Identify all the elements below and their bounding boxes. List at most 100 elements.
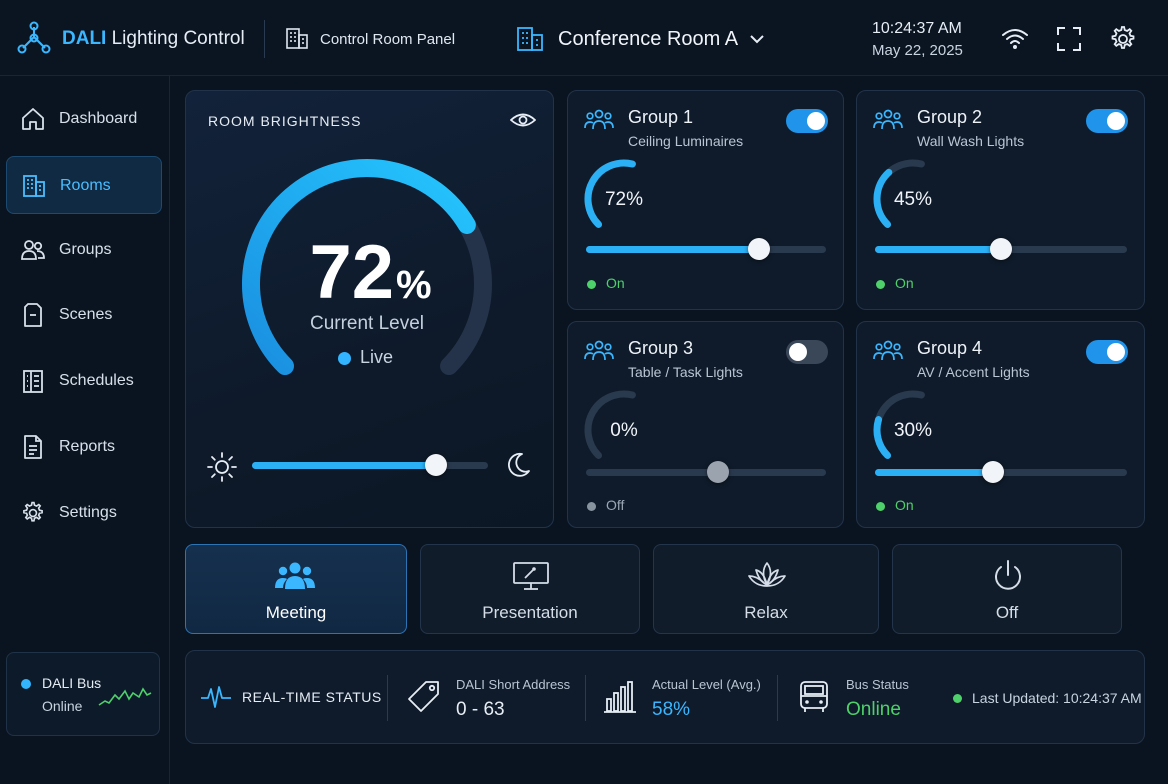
group-subtitle: AV / Accent Lights [917, 364, 1030, 380]
group-card: Group 2 Wall Wash Lights 45% On [856, 90, 1145, 310]
sun-icon [207, 452, 237, 482]
brightness-value: 72% [186, 229, 555, 316]
gear-icon [23, 501, 43, 522]
group-level-gauge [873, 159, 925, 228]
scene-button-presentation[interactable]: Presentation [420, 544, 640, 634]
sidebar-item-schedules[interactable]: Schedules [6, 352, 162, 410]
activity-sparkline-icon [98, 687, 152, 706]
toggle-knob [1107, 343, 1125, 361]
users-icon [584, 340, 614, 361]
group-slider[interactable] [875, 238, 1127, 260]
group-toggle[interactable] [786, 340, 828, 364]
chevron-down-icon[interactable] [748, 30, 766, 48]
group-card: Group 3 Table / Task Lights 0% Off [567, 321, 844, 528]
divider [777, 675, 778, 721]
gear-icon[interactable] [1108, 24, 1138, 54]
group-level-gauge [873, 390, 925, 459]
group-toggle[interactable] [1086, 109, 1128, 133]
group-card: Group 4 AV / Accent Lights 30% On [856, 321, 1145, 528]
users-icon [584, 109, 614, 130]
clock-date: May 22, 2025 [872, 42, 963, 59]
pulse-icon [201, 686, 231, 708]
group-slider[interactable] [586, 238, 826, 260]
slider-thumb[interactable] [982, 461, 1005, 483]
scene-label: Off [995, 603, 1019, 622]
group-slider[interactable] [875, 461, 1127, 483]
group-title: Group 3 [628, 338, 694, 358]
room-brightness-card: ROOM BRIGHTNESS 72% Current Level Live [185, 90, 554, 528]
eye-icon[interactable] [510, 109, 536, 131]
scene-icon [24, 303, 42, 327]
sidebar-item-label: Dashboard [59, 110, 138, 127]
slider-thumb[interactable] [990, 238, 1012, 260]
top-bar: DALI Lighting Control Control Room Panel… [0, 0, 1168, 76]
fullscreen-icon[interactable] [1055, 25, 1083, 53]
sidebar-item-label: Rooms [60, 177, 111, 194]
status-dot [587, 280, 596, 289]
slider-thumb[interactable] [425, 454, 448, 476]
slider-fill [875, 469, 994, 476]
slider-thumb[interactable] [747, 238, 770, 260]
group-level-gauge [584, 159, 636, 228]
group-value: 45% [893, 189, 933, 210]
moon-icon [508, 452, 530, 477]
group-status: On [895, 275, 914, 291]
sidebar-item-groups[interactable]: Groups [6, 221, 162, 279]
building-icon [23, 175, 45, 197]
status-title: REAL-TIME STATUS [242, 689, 382, 705]
brightness-caption: Current Level [309, 313, 425, 334]
status-dot [587, 502, 596, 511]
sidebar-item-rooms[interactable]: Rooms [6, 156, 162, 214]
app-title: DALI Lighting Control [62, 28, 245, 50]
sidebar-item-label: Scenes [59, 306, 113, 323]
slider-fill [252, 462, 437, 469]
clock-time: 10:24:37 AM [872, 20, 962, 37]
slider-fill [875, 246, 1001, 253]
sidebar-item-scenes[interactable]: Scenes [6, 286, 162, 344]
users-icon [873, 340, 903, 361]
toggle-knob [789, 343, 807, 361]
group-subtitle: Wall Wash Lights [917, 133, 1025, 149]
report-icon [24, 435, 42, 459]
group-title: Group 1 [628, 107, 694, 127]
wifi-icon[interactable] [1000, 24, 1030, 54]
real-time-status-bar: REAL-TIME STATUS DALI Short Address 0 - … [185, 650, 1145, 744]
group-toggle[interactable] [1086, 340, 1128, 364]
group-card: Group 1 Ceiling Luminaires 72% On [567, 90, 844, 310]
toggle-knob [807, 112, 825, 130]
level-value: 58% [652, 699, 691, 720]
gauge-fill [242, 159, 476, 376]
presentation-icon [513, 562, 549, 590]
dali-bus-card: DALI Bus Online [6, 652, 160, 736]
slider-fill [586, 246, 759, 253]
scene-button-meeting[interactable]: Meeting [185, 544, 407, 634]
divider [585, 675, 586, 721]
gauge-track [584, 390, 636, 459]
home-icon [22, 108, 44, 130]
bus-icon [800, 681, 828, 712]
app-brand: DALI [62, 28, 107, 49]
brightness-slider[interactable] [252, 454, 488, 476]
sidebar-item-reports[interactable]: Reports [6, 418, 162, 476]
group-toggle[interactable] [786, 109, 828, 133]
sidebar-item-label: Reports [59, 438, 116, 455]
slider-thumb[interactable] [707, 461, 729, 483]
header-divider [264, 20, 265, 58]
status-dot [876, 502, 885, 511]
brightness-gauge [242, 159, 492, 376]
scene-label: Presentation [482, 603, 578, 622]
sidebar-item-settings[interactable]: Settings [6, 484, 162, 542]
brightness-unit: % [395, 263, 432, 307]
gauge-fill [873, 168, 893, 228]
sidebar: Dashboard Rooms Groups [0, 76, 170, 784]
group-status: Off [606, 497, 625, 513]
tag-icon [408, 681, 439, 712]
users-icon [21, 240, 45, 260]
scene-button-relax[interactable]: Relax [653, 544, 879, 634]
group-slider[interactable] [586, 461, 826, 483]
scene-button-off[interactable]: Off [892, 544, 1122, 634]
sidebar-item-dashboard[interactable]: Dashboard [6, 90, 162, 148]
bar-chart-icon [604, 681, 636, 713]
live-label: Live [360, 347, 394, 367]
room-name[interactable]: Conference Room A [558, 28, 739, 50]
